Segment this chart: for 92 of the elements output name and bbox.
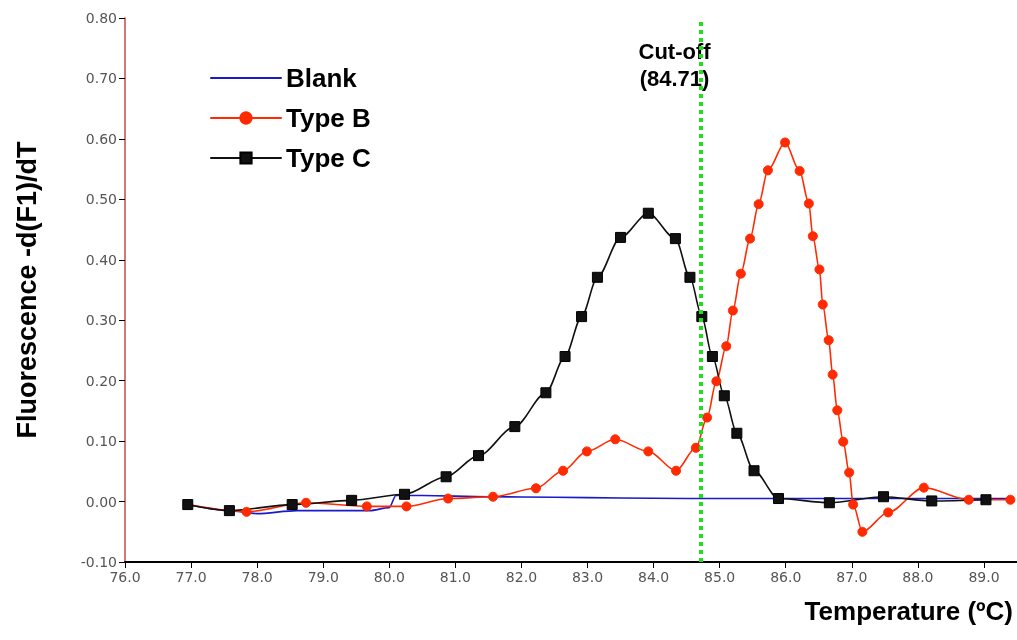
x-tick-label: 78.0 xyxy=(241,569,273,585)
y-tick-label: 0.00 xyxy=(85,493,117,510)
x-tick-label: 84.0 xyxy=(638,569,670,585)
point xyxy=(721,341,732,352)
y-tick-label: 0.40 xyxy=(85,251,117,268)
point xyxy=(559,350,571,362)
point xyxy=(286,499,298,511)
point xyxy=(591,271,603,283)
legend-label: Type B xyxy=(286,103,371,133)
x-tick-label: 86.0 xyxy=(770,569,802,585)
point xyxy=(301,497,312,508)
x-tick-label: 80.0 xyxy=(373,569,405,585)
y-tick-label: 0.20 xyxy=(85,372,117,389)
point xyxy=(241,506,252,517)
x-tick-label: 81.0 xyxy=(439,569,471,585)
x-tick-label: 76.0 xyxy=(109,569,141,585)
y-tick-label: 0.50 xyxy=(85,191,117,208)
point xyxy=(540,387,552,399)
point xyxy=(780,137,791,148)
y-axis-title: Fluorescence -d(F1)/dT xyxy=(11,140,42,439)
legend-label: Type C xyxy=(286,143,371,173)
x-tick-label: 88.0 xyxy=(902,569,934,585)
y-tick-label: 0.70 xyxy=(85,70,117,87)
x-tick-label: 87.0 xyxy=(836,569,868,585)
point xyxy=(832,405,843,416)
point xyxy=(576,311,588,323)
point xyxy=(530,483,541,494)
ref-line-label: Cut-off (84.71) xyxy=(638,39,712,91)
point xyxy=(827,369,838,380)
point xyxy=(823,497,835,509)
point xyxy=(878,491,890,503)
point xyxy=(711,376,722,387)
x-tick-label: 83.0 xyxy=(571,569,604,585)
point xyxy=(610,434,621,445)
point xyxy=(706,350,718,362)
point xyxy=(772,493,784,505)
point xyxy=(401,501,412,512)
x-tick-label: 82.0 xyxy=(505,569,538,585)
point xyxy=(581,446,592,457)
point xyxy=(643,446,654,457)
point xyxy=(443,493,454,504)
point xyxy=(823,335,834,346)
point xyxy=(857,526,868,537)
point xyxy=(690,442,701,453)
point xyxy=(731,427,743,439)
point xyxy=(848,499,859,510)
x-tick-label: 79.0 xyxy=(307,569,339,585)
point xyxy=(361,501,372,512)
point xyxy=(488,491,499,502)
point xyxy=(844,467,855,478)
point xyxy=(558,465,569,476)
point xyxy=(440,471,452,483)
point xyxy=(963,494,974,505)
point xyxy=(807,231,818,242)
point xyxy=(817,299,828,310)
point xyxy=(509,421,521,433)
y-tick-label: 0.80 xyxy=(85,10,117,26)
x-tick-label: 85.0 xyxy=(704,569,736,585)
point xyxy=(838,436,849,447)
point xyxy=(1005,494,1016,505)
point xyxy=(669,233,681,245)
point xyxy=(814,264,825,275)
point xyxy=(735,268,746,279)
x-axis-title: Temperature (ºC) xyxy=(804,596,1013,626)
y-tick-label: 0.10 xyxy=(85,433,117,450)
point xyxy=(615,231,627,243)
point xyxy=(980,494,992,506)
point xyxy=(702,412,713,423)
x-tick-label: 89.0 xyxy=(968,569,1000,585)
point xyxy=(473,450,484,462)
point xyxy=(926,495,938,507)
point xyxy=(346,494,358,506)
y-tick-label: 0.60 xyxy=(85,130,117,147)
point xyxy=(727,305,738,316)
point xyxy=(883,507,894,518)
point xyxy=(748,465,760,477)
point xyxy=(803,198,814,209)
x-tick-label: 77.0 xyxy=(175,569,207,585)
point xyxy=(718,390,730,402)
point xyxy=(794,165,805,176)
point xyxy=(642,207,654,219)
point xyxy=(762,165,773,176)
point xyxy=(753,199,764,210)
point xyxy=(918,482,929,493)
y-tick-label: 0.30 xyxy=(85,312,117,329)
point xyxy=(398,488,410,500)
point xyxy=(223,505,235,517)
legend-label: Blank xyxy=(286,63,358,93)
point xyxy=(671,465,682,476)
point xyxy=(684,271,696,283)
y-tick-label: -0.10 xyxy=(80,554,117,570)
point xyxy=(745,233,756,244)
